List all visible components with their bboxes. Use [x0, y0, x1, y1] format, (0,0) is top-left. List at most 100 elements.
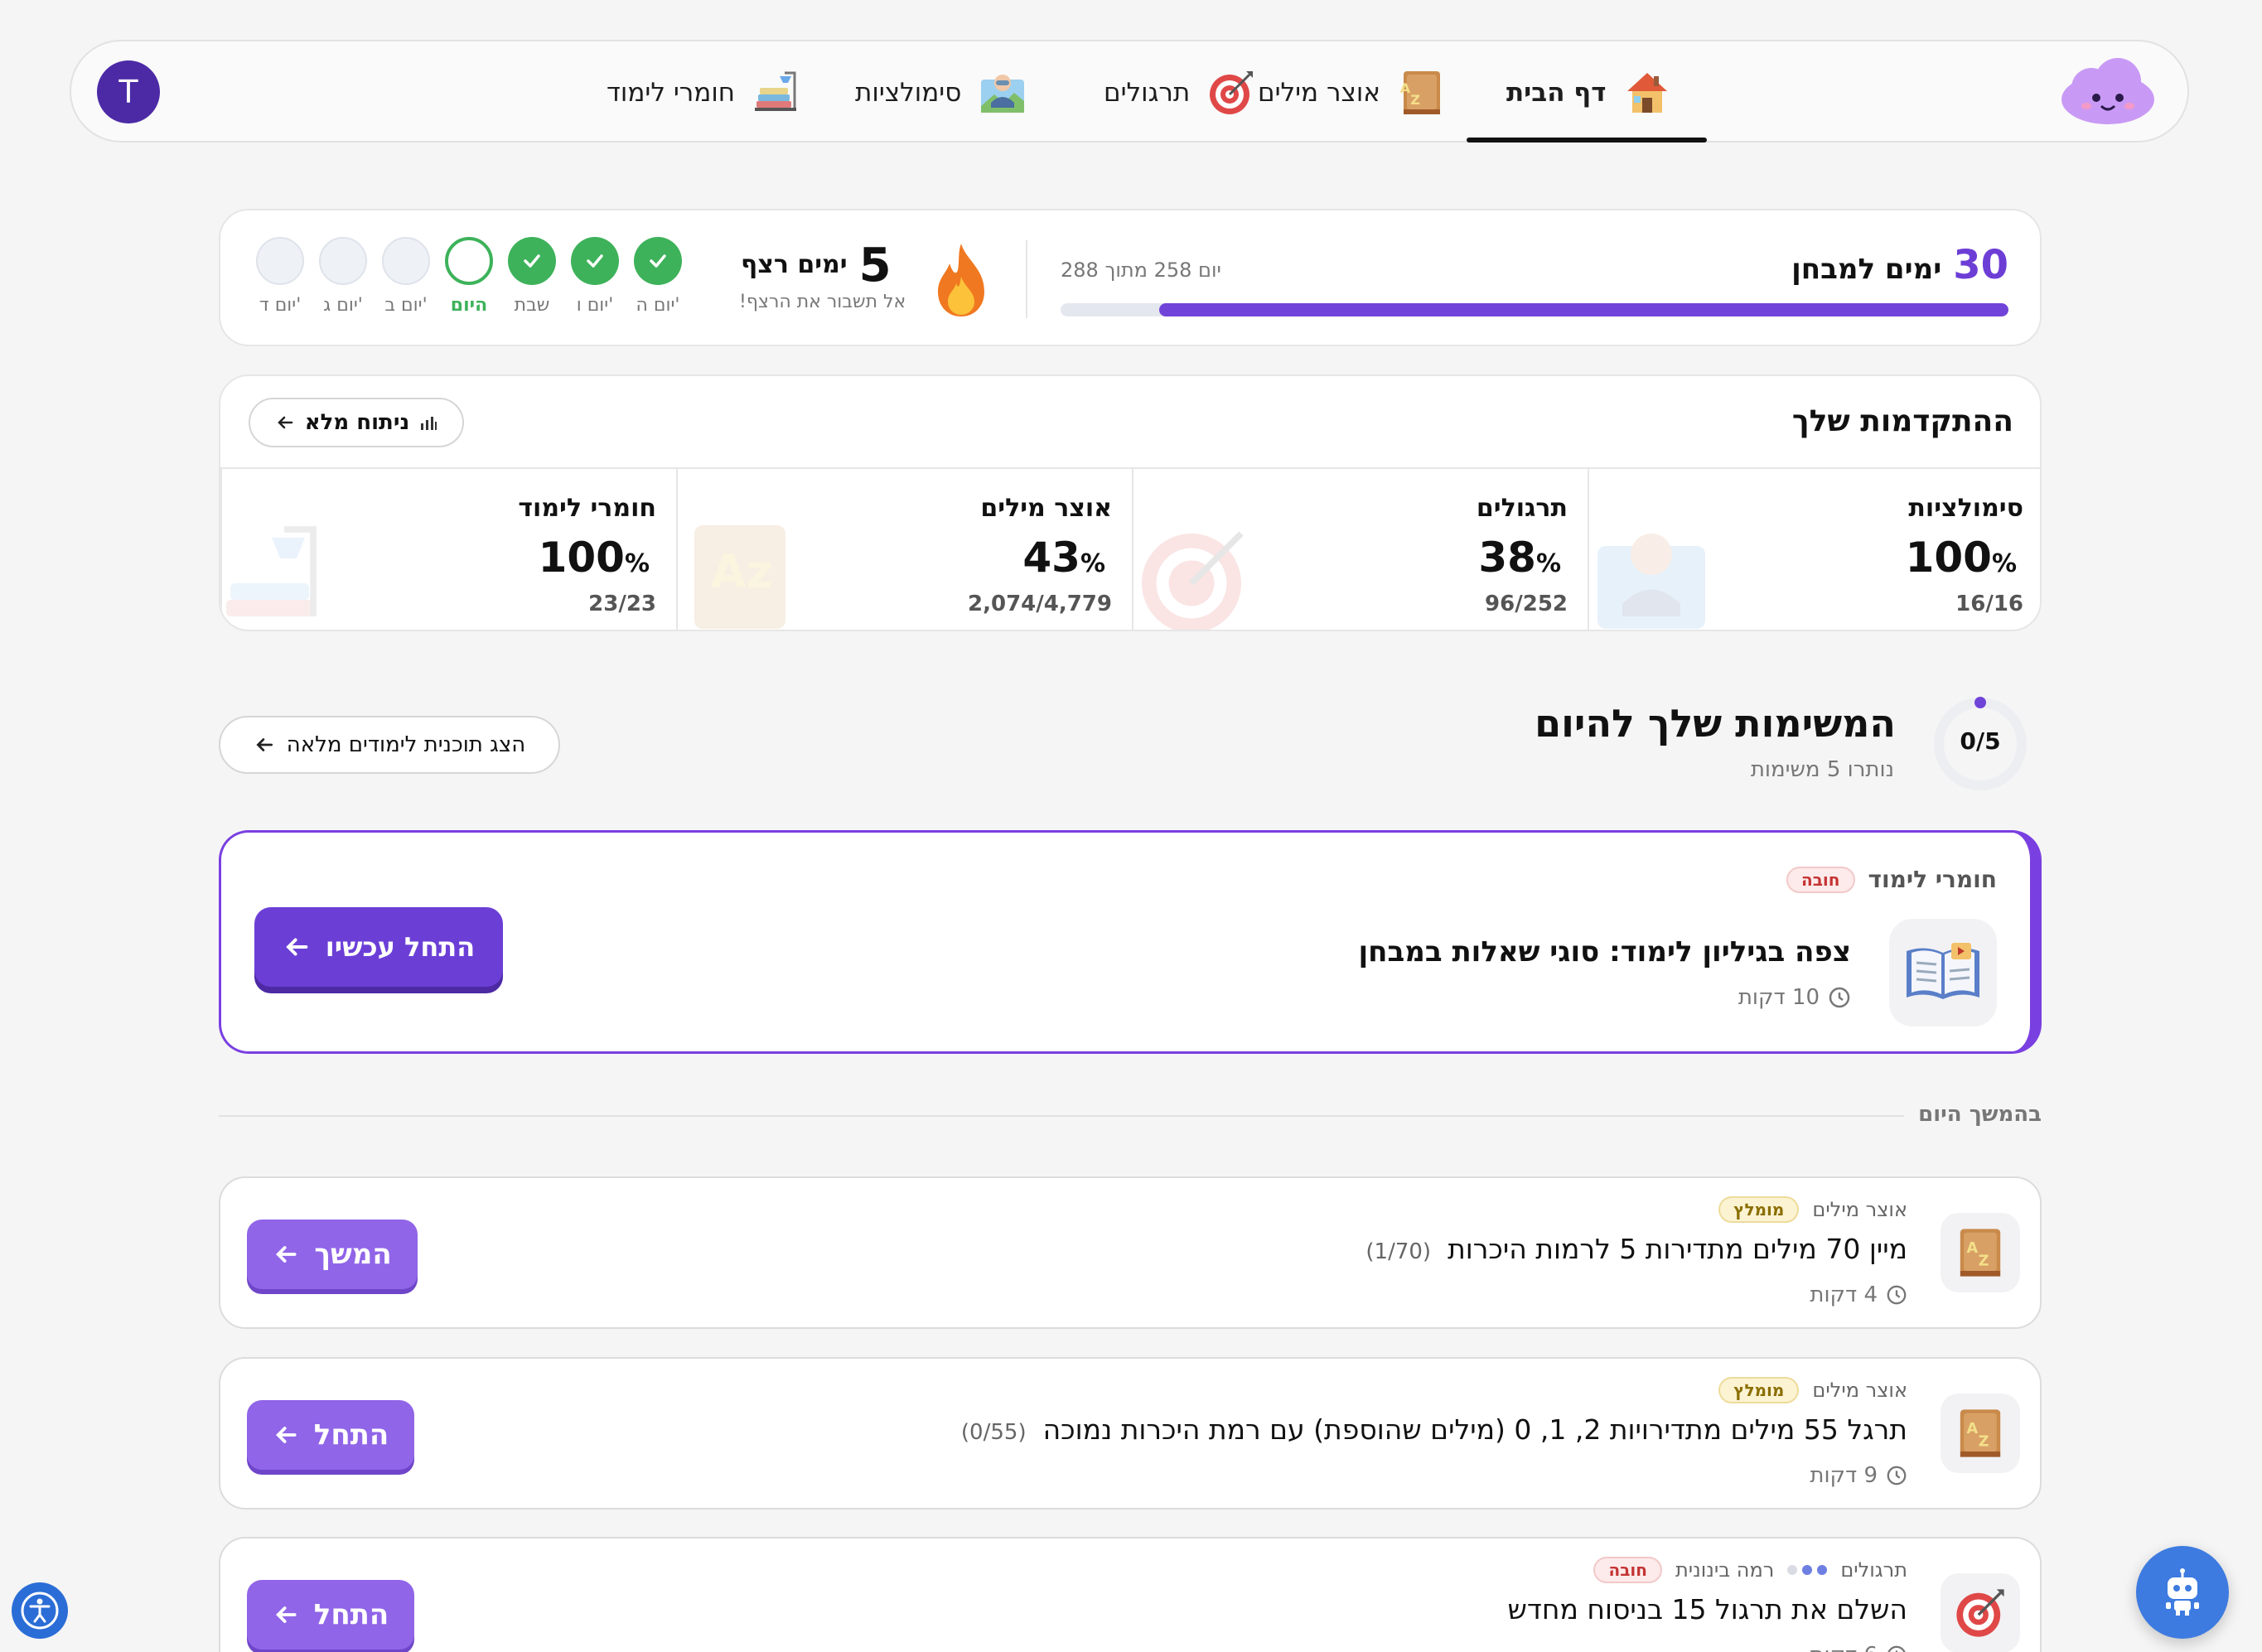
progress-cell-percent: 38% [1478, 534, 1561, 582]
full-analysis-label: ניתוח מלא [304, 410, 410, 435]
task-icon-box [1941, 1573, 2020, 1652]
nav-item-practice[interactable]: תרגולים [1104, 68, 1256, 118]
nav-item-home[interactable]: דף הבית [1506, 68, 1672, 118]
arrow-left-icon [276, 1246, 297, 1263]
progress-cell-vocabulary[interactable]: Az אוצר מילים 43% 2,074/4,779 [676, 469, 1132, 630]
progress-cell-study-materials[interactable]: חומרי לימוד 100% 23/23 [220, 469, 676, 630]
streak-days-label: ימים רצף [741, 250, 848, 279]
recommended-badge: מומלץ [1718, 1196, 1800, 1223]
week-day: שבת [500, 237, 563, 316]
week-day: יום ב' [375, 237, 437, 316]
task-category-label: תרגולים [1840, 1558, 1907, 1582]
streak-subtitle: אל תשבור את הרצף! [739, 292, 906, 312]
week-day-label: יום ה' [636, 295, 680, 316]
continue-label: המשך [314, 1238, 392, 1271]
nav-item-label: תרגולים [1104, 78, 1191, 108]
task-icon-box [1889, 919, 1997, 1026]
task-duration-label: 4 דקות [1810, 1282, 1878, 1307]
robot-icon [2166, 1568, 2199, 1616]
fire-icon [938, 244, 984, 316]
exam-countdown: 30 ימים למבחן [1791, 242, 2008, 288]
task-category: תרגולים רמה בינונית חובה [1593, 1557, 1907, 1583]
progress-cell-simulations[interactable]: סימולציות 100% 16/16 [1588, 469, 2040, 630]
user-avatar[interactable]: T [97, 60, 160, 123]
progress-cell-practice[interactable]: תרגולים 38% 96/252 [1132, 469, 1588, 630]
vocabulary-book-icon: Az [694, 525, 785, 629]
nav-item-simulations[interactable]: סימולציות [855, 68, 1027, 118]
arrow-left-icon [286, 938, 308, 956]
progress-stats-grid: סימולציות 100% 16/16 תרגולים 38% 96/252 … [220, 467, 2040, 630]
tasks-counter: 0/5 [1960, 727, 2001, 755]
svg-text:A: A [1967, 1421, 1979, 1437]
continue-button[interactable]: המשך [247, 1220, 418, 1289]
open-book-icon [1907, 943, 1979, 999]
arrow-left-icon [275, 1606, 297, 1623]
progress-cell-fraction: 96/252 [1485, 592, 1568, 616]
day-circle-icon [445, 237, 493, 285]
svg-text:Z: Z [1979, 1433, 1989, 1450]
full-plan-button[interactable]: הצג תוכנית לימודים מלאה [219, 716, 560, 774]
task-duration-label: 6 דקות [1810, 1643, 1878, 1652]
simulation-icon [1597, 534, 1705, 629]
task-count: (1/70) [1365, 1239, 1432, 1264]
week-day: יום ג' [312, 237, 375, 316]
difficulty-level [1787, 1565, 1828, 1575]
divider [219, 1115, 1904, 1117]
cloud-mascot-logo[interactable] [2058, 56, 2158, 128]
task-card[interactable]: תרגולים רמה בינונית חובה השלם את תרגול 1… [219, 1537, 2042, 1652]
accessibility-icon [21, 1592, 59, 1630]
task-category: חומרי לימוד חובה [1786, 866, 1997, 893]
featured-task-card[interactable]: חומרי לימוד חובה צפה בגיליון לימוד: סוגי… [219, 830, 2042, 1054]
nav-item-study-materials[interactable]: חומרי לימוד [607, 68, 801, 118]
day-circle-icon [319, 237, 367, 285]
exam-days-number: 30 [1953, 242, 2008, 288]
svg-text:Az: Az [711, 545, 773, 598]
start-button[interactable]: התחל [247, 1580, 414, 1650]
task-duration-label: 10 דקות [1738, 985, 1820, 1010]
target-icon [1210, 71, 1254, 114]
required-badge: חובה [1786, 866, 1855, 893]
start-label: התחל [313, 1598, 389, 1631]
task-category: אוצר מילים מומלץ [1718, 1377, 1907, 1403]
start-button[interactable]: התחל [247, 1400, 414, 1470]
svg-text:Z: Z [1979, 1253, 1989, 1269]
study-materials-icon [226, 526, 317, 616]
progress-card: ההתקדמות שלך ניתוח מלא סימולציות 100% 16… [219, 374, 2042, 631]
full-analysis-button[interactable]: ניתוח מלא [249, 398, 464, 447]
week-day-label: שבת [514, 295, 550, 316]
tasks-progress-ring [1934, 697, 2027, 790]
check-circle-icon [634, 237, 682, 285]
nav-item-label: אוצר מילים [1258, 78, 1381, 108]
day-progress-text: יום 258 מתוך 288 [1061, 258, 1221, 282]
difficulty-label: רמה בינונית [1675, 1558, 1775, 1582]
task-duration: 6 דקות [1810, 1643, 1907, 1652]
svg-text:Z: Z [1410, 92, 1420, 108]
full-plan-label: הצג תוכנית לימודים מלאה [286, 732, 526, 757]
exam-progress-fill [1158, 303, 2008, 316]
week-day: היום [437, 237, 500, 316]
arrow-left-icon [256, 738, 273, 751]
accessibility-button[interactable] [12, 1582, 68, 1639]
progress-cell-title: סימולציות [1908, 494, 2023, 523]
task-title: השלם את תרגול 15 בניסוח מחדש [1507, 1593, 1907, 1625]
progress-title: ההתקדמות שלך [1791, 404, 2013, 438]
task-title: מיין 70 מילים מתדירות 5 לרמות היכרות(1/7… [1365, 1233, 1907, 1265]
nav-item-vocabulary[interactable]: A Z אוצר מילים [1258, 68, 1447, 118]
svg-text:A: A [1967, 1240, 1979, 1257]
clock-icon [1829, 987, 1850, 1008]
arrow-left-icon [275, 1427, 297, 1443]
week-day-label: היום [450, 295, 488, 316]
assistant-bot-button[interactable] [2136, 1546, 2229, 1639]
progress-cell-fraction: 16/16 [1955, 592, 2023, 616]
task-category: אוצר מילים מומלץ [1718, 1196, 1907, 1223]
week-day-label: יום ג' [323, 295, 363, 316]
week-day-label: יום ד' [259, 295, 302, 316]
start-now-button[interactable]: התחל עכשיו [254, 907, 503, 987]
progress-cell-percent: 100% [538, 534, 650, 582]
level-dot [1817, 1565, 1828, 1575]
check-circle-icon [571, 237, 619, 285]
progress-cell-title: חומרי לימוד [518, 494, 656, 523]
